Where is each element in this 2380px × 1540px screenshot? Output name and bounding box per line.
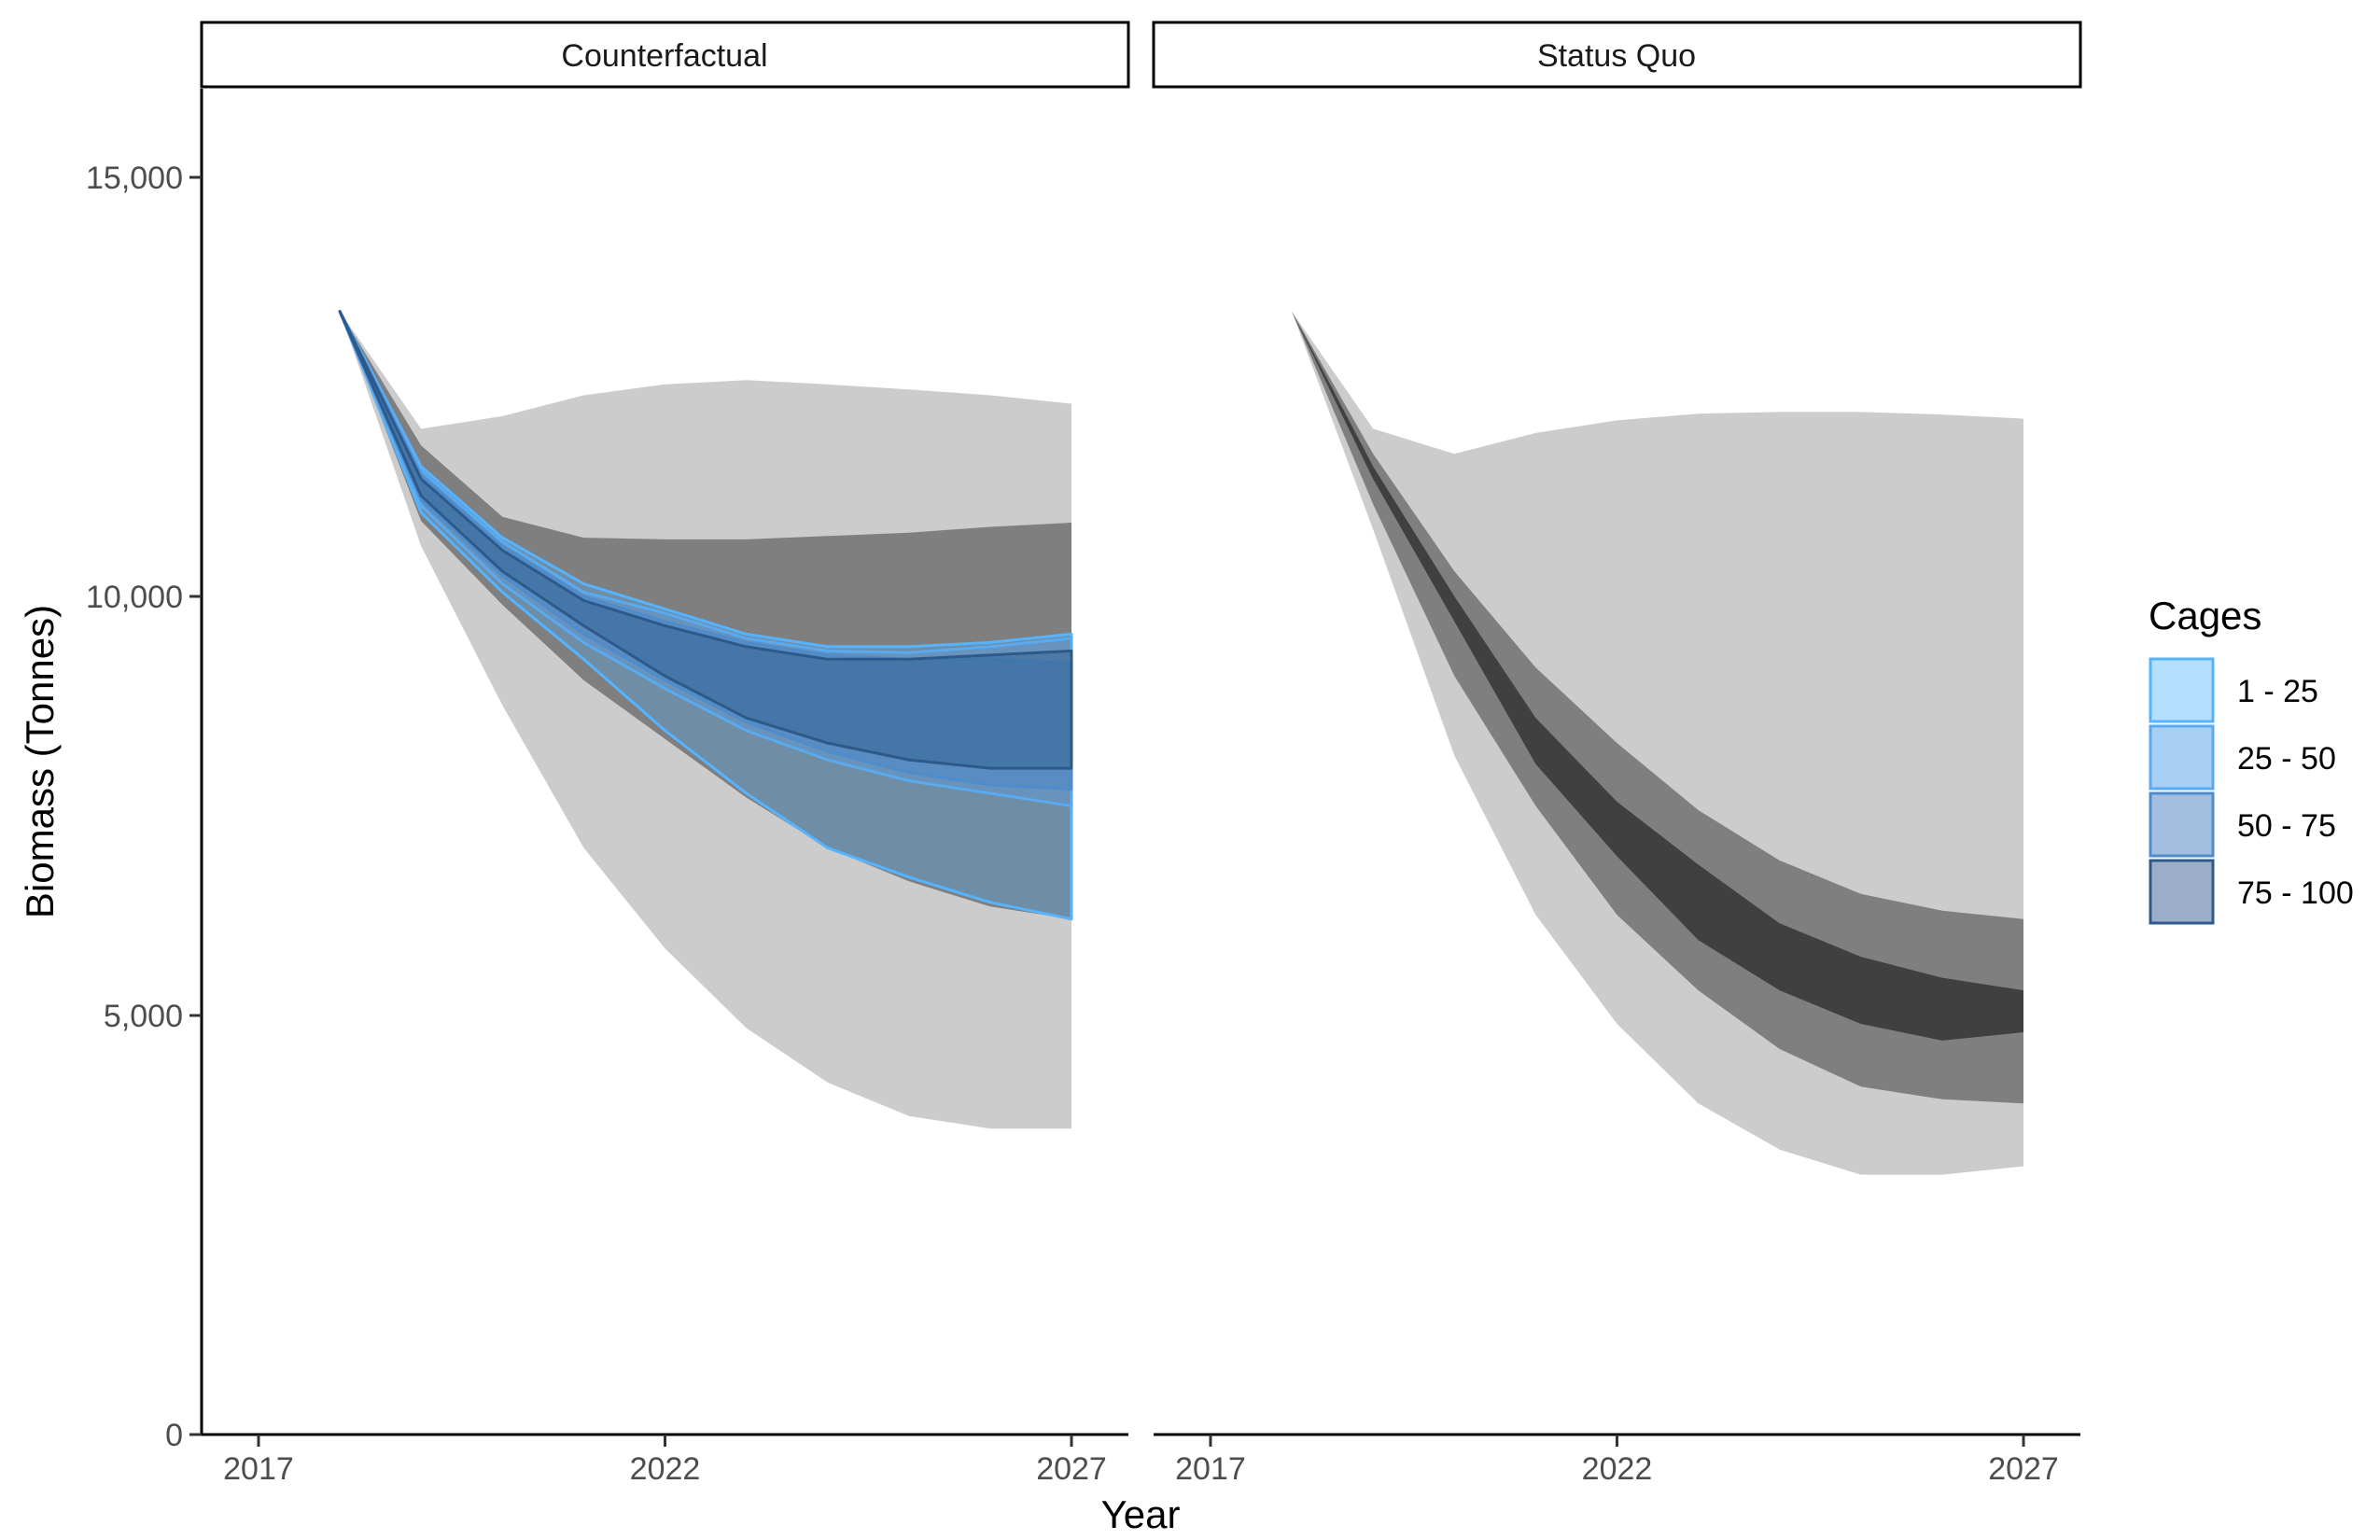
bands-status-quo bbox=[1292, 311, 2023, 1175]
x-tick-label: 2017 bbox=[1175, 1451, 1246, 1487]
y-tick-label: 15,000 bbox=[86, 161, 183, 196]
band-inner bbox=[1292, 311, 2023, 1104]
y-axis-title: Biomass (Tonnes) bbox=[18, 605, 62, 918]
legend-key bbox=[2149, 791, 2215, 858]
y-tick-label: 5,000 bbox=[104, 999, 183, 1034]
panel-strip-status-quo bbox=[1152, 21, 2082, 89]
legend-label: 25 - 50 bbox=[2237, 741, 2336, 777]
x-tick-label: 2022 bbox=[1582, 1451, 1653, 1487]
x-ticks-status-quo: 2017 2022 2027 bbox=[1175, 1435, 2059, 1487]
x-tick-label: 2022 bbox=[630, 1451, 701, 1487]
legend-label: 1 - 25 bbox=[2237, 674, 2318, 709]
y-ticks: 0 5,000 10,000 15,000 bbox=[86, 161, 202, 1453]
x-tick-label: 2017 bbox=[223, 1451, 294, 1487]
panel-title-counterfactual: Counterfactual bbox=[561, 38, 767, 74]
legend-key bbox=[2149, 657, 2215, 723]
panel-counterfactual: Counterfactual 2017 2022 2027 bbox=[200, 21, 1130, 1487]
legend-key bbox=[2149, 859, 2215, 925]
bands-counterfactual bbox=[338, 310, 1073, 1129]
panel-title-status-quo: Status Quo bbox=[1537, 38, 1696, 74]
legend-label: 50 - 75 bbox=[2237, 808, 2336, 844]
x-tick-label: 2027 bbox=[1988, 1451, 2059, 1487]
cage-band-75-100 bbox=[338, 310, 1073, 770]
legend-title: Cages bbox=[2149, 594, 2261, 637]
legend-label: 75 - 100 bbox=[2237, 875, 2354, 911]
panel-status-quo: Status Quo 2017 2022 2027 bbox=[1152, 21, 2082, 1487]
band-median bbox=[1292, 311, 2023, 1041]
legend-key bbox=[2149, 724, 2215, 791]
x-axis-title: Year bbox=[1101, 1492, 1181, 1536]
y-tick-label: 0 bbox=[165, 1418, 183, 1453]
panel-strip-counterfactual bbox=[200, 21, 1130, 89]
legend: Cages 1 - 25 25 - 50 50 - 75 75 - 100 bbox=[2149, 594, 2354, 925]
y-tick-label: 10,000 bbox=[86, 580, 183, 615]
x-tick-label: 2027 bbox=[1036, 1451, 1107, 1487]
x-ticks-counterfactual: 2017 2022 2027 bbox=[223, 1435, 1107, 1487]
